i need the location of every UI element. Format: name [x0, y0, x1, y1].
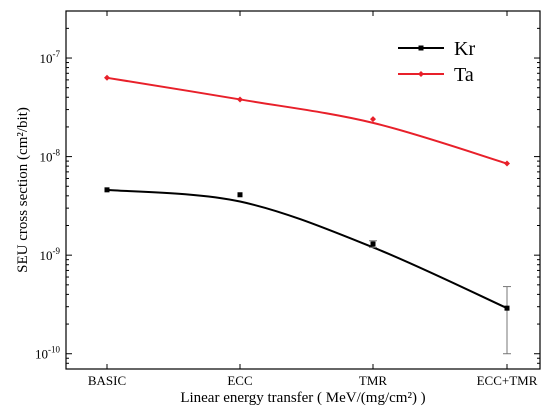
axis-ticks	[66, 10, 540, 369]
legend-label-ta: Ta	[454, 64, 474, 86]
data-point-kr	[237, 192, 243, 198]
data-point-kr	[504, 305, 510, 311]
legend-label-kr: Kr	[454, 38, 475, 60]
legend-marker-ta	[418, 71, 424, 77]
data-point-ta	[370, 116, 376, 123]
series-line-ta	[106, 76, 508, 165]
x-tick-label: ECC	[227, 373, 252, 388]
series-ta	[104, 74, 510, 167]
x-axis-title: Linear energy transfer ( MeV/(mg/cm²) )	[180, 390, 425, 406]
y-tick-labels: 10-10 10-9 10-8 10-7	[35, 49, 60, 362]
legend: Kr Ta	[398, 38, 475, 86]
y-tick-label: 10-7	[40, 49, 61, 66]
y-axis-title: SEU cross section (cm²/bit)	[15, 107, 31, 273]
series-kr	[104, 187, 511, 355]
plot-frame	[65, 10, 541, 370]
data-point-ta	[237, 96, 243, 103]
y-tick-label: 10-9	[40, 246, 61, 263]
series-layer	[104, 74, 511, 355]
x-tick-label: TMR	[359, 373, 388, 388]
x-tick-labels: BASIC ECC TMR ECC+TMR	[88, 373, 538, 388]
y-tick-label: 10-8	[40, 148, 61, 165]
data-point-kr	[104, 187, 110, 193]
y-tick-label: 10-10	[35, 345, 60, 362]
x-tick-label: BASIC	[88, 373, 126, 388]
legend-marker-kr	[418, 45, 424, 51]
data-point-ta	[104, 74, 110, 81]
data-point-ta	[504, 160, 510, 167]
data-point-kr	[370, 241, 376, 247]
series-line-kr	[106, 188, 508, 310]
x-tick-label: ECC+TMR	[477, 373, 538, 388]
